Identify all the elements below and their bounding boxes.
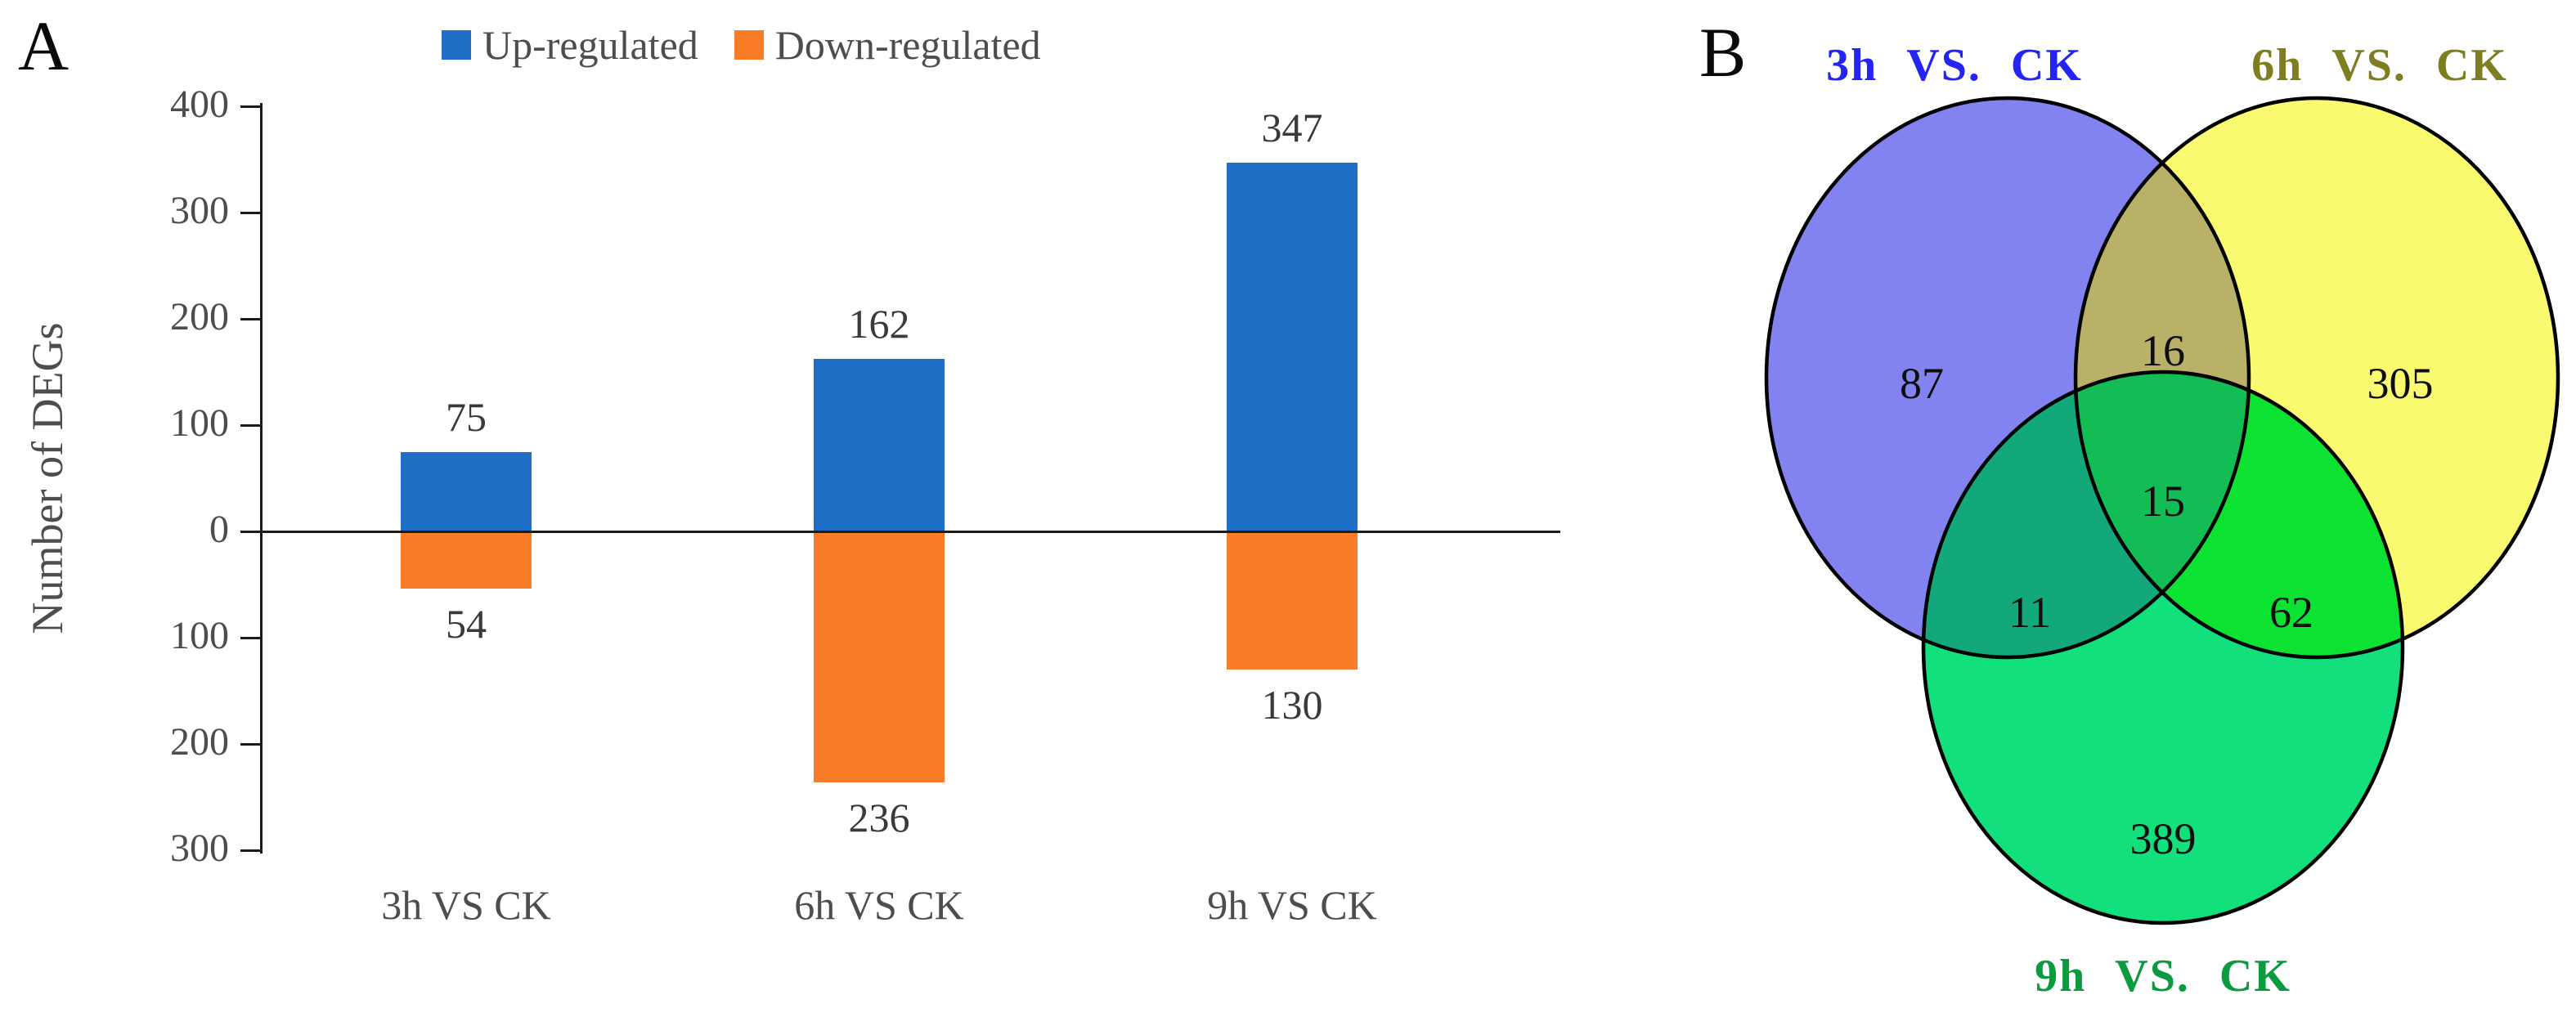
y-tick-mark (240, 318, 262, 320)
y-tick-label: 200 (170, 295, 229, 338)
legend-item-down-regulated: Down-regulated (734, 21, 1041, 69)
bar-down-3h (401, 531, 532, 589)
legend-swatch-up-icon (442, 30, 471, 60)
venn-count-3h-6h: 16 (2141, 326, 2185, 375)
venn-count-3h-9h: 11 (2008, 588, 2051, 637)
y-tick-label: 0 (209, 508, 229, 551)
bar-up-6h (814, 359, 945, 531)
legend-swatch-down-icon (734, 30, 764, 60)
bar-value-up-6h: 162 (848, 301, 910, 347)
bar-value-down-6h: 236 (848, 794, 910, 840)
venn-count-6h-9h: 62 (2269, 588, 2313, 637)
y-tick-mark (240, 531, 262, 533)
y-tick-label: 300 (170, 189, 229, 232)
bar-up-3h (401, 451, 532, 531)
legend-item-up-regulated: Up-regulated (442, 21, 698, 69)
y-tick-label: 200 (170, 720, 229, 764)
bar-value-down-3h: 54 (446, 601, 487, 647)
category-label-6h: 6h VS CK (794, 882, 964, 928)
panel-a-bar-chart: A Up-regulated Down-regulated Number of … (18, 7, 1560, 928)
y-tick-mark (240, 637, 262, 639)
venn-set-label-3h: 3h VS. CK (1826, 40, 2083, 91)
venn-count-3h-only: 87 (1900, 359, 1944, 408)
venn-count-6h-only: 305 (2367, 359, 2434, 408)
bar-up-9h (1227, 162, 1358, 531)
zero-baseline (260, 531, 1560, 533)
panel-a-letter: A (18, 7, 70, 85)
venn-circles-graphic (1764, 96, 2560, 925)
y-tick-mark (240, 105, 262, 108)
bar-value-down-9h: 130 (1261, 682, 1323, 728)
legend-label-up: Up-regulated (482, 22, 698, 68)
bar-down-6h (814, 531, 945, 782)
category-label-9h: 9h VS CK (1207, 882, 1377, 928)
y-tick-label: 100 (170, 614, 229, 657)
y-axis-title: Number of DEGs (23, 322, 72, 634)
bar-value-up-3h: 75 (446, 393, 487, 440)
venn-outline-3h (1764, 96, 2251, 660)
venn-outline-6h (2073, 96, 2560, 660)
category-label-3h: 3h VS CK (381, 882, 551, 928)
y-tick-label: 300 (170, 827, 229, 870)
legend-label-down: Down-regulated (774, 22, 1041, 68)
panel-b-venn-diagram: B 3h VS. CK 6h VS. CK 9h VS. CK (1595, 0, 2576, 1026)
venn-set-label-9h: 9h VS. CK (2035, 951, 2291, 1001)
y-tick-mark (240, 212, 262, 214)
venn-set-label-6h: 6h VS. CK (2251, 40, 2508, 91)
venn-outline-9h (1921, 370, 2405, 925)
panel-b-letter: B (1699, 13, 1747, 92)
y-tick-mark (240, 743, 262, 746)
venn-count-9h-only: 389 (2129, 814, 2197, 863)
legend: Up-regulated Down-regulated (442, 21, 1041, 69)
y-tick-label: 400 (170, 83, 229, 126)
y-tick-mark (240, 849, 262, 852)
y-tick-mark (240, 424, 262, 427)
y-axis-line (260, 103, 263, 854)
bar-down-9h (1227, 531, 1358, 670)
y-tick-label: 100 (170, 401, 229, 445)
venn-count-center: 15 (2141, 477, 2185, 526)
bar-value-up-9h: 347 (1261, 104, 1323, 150)
